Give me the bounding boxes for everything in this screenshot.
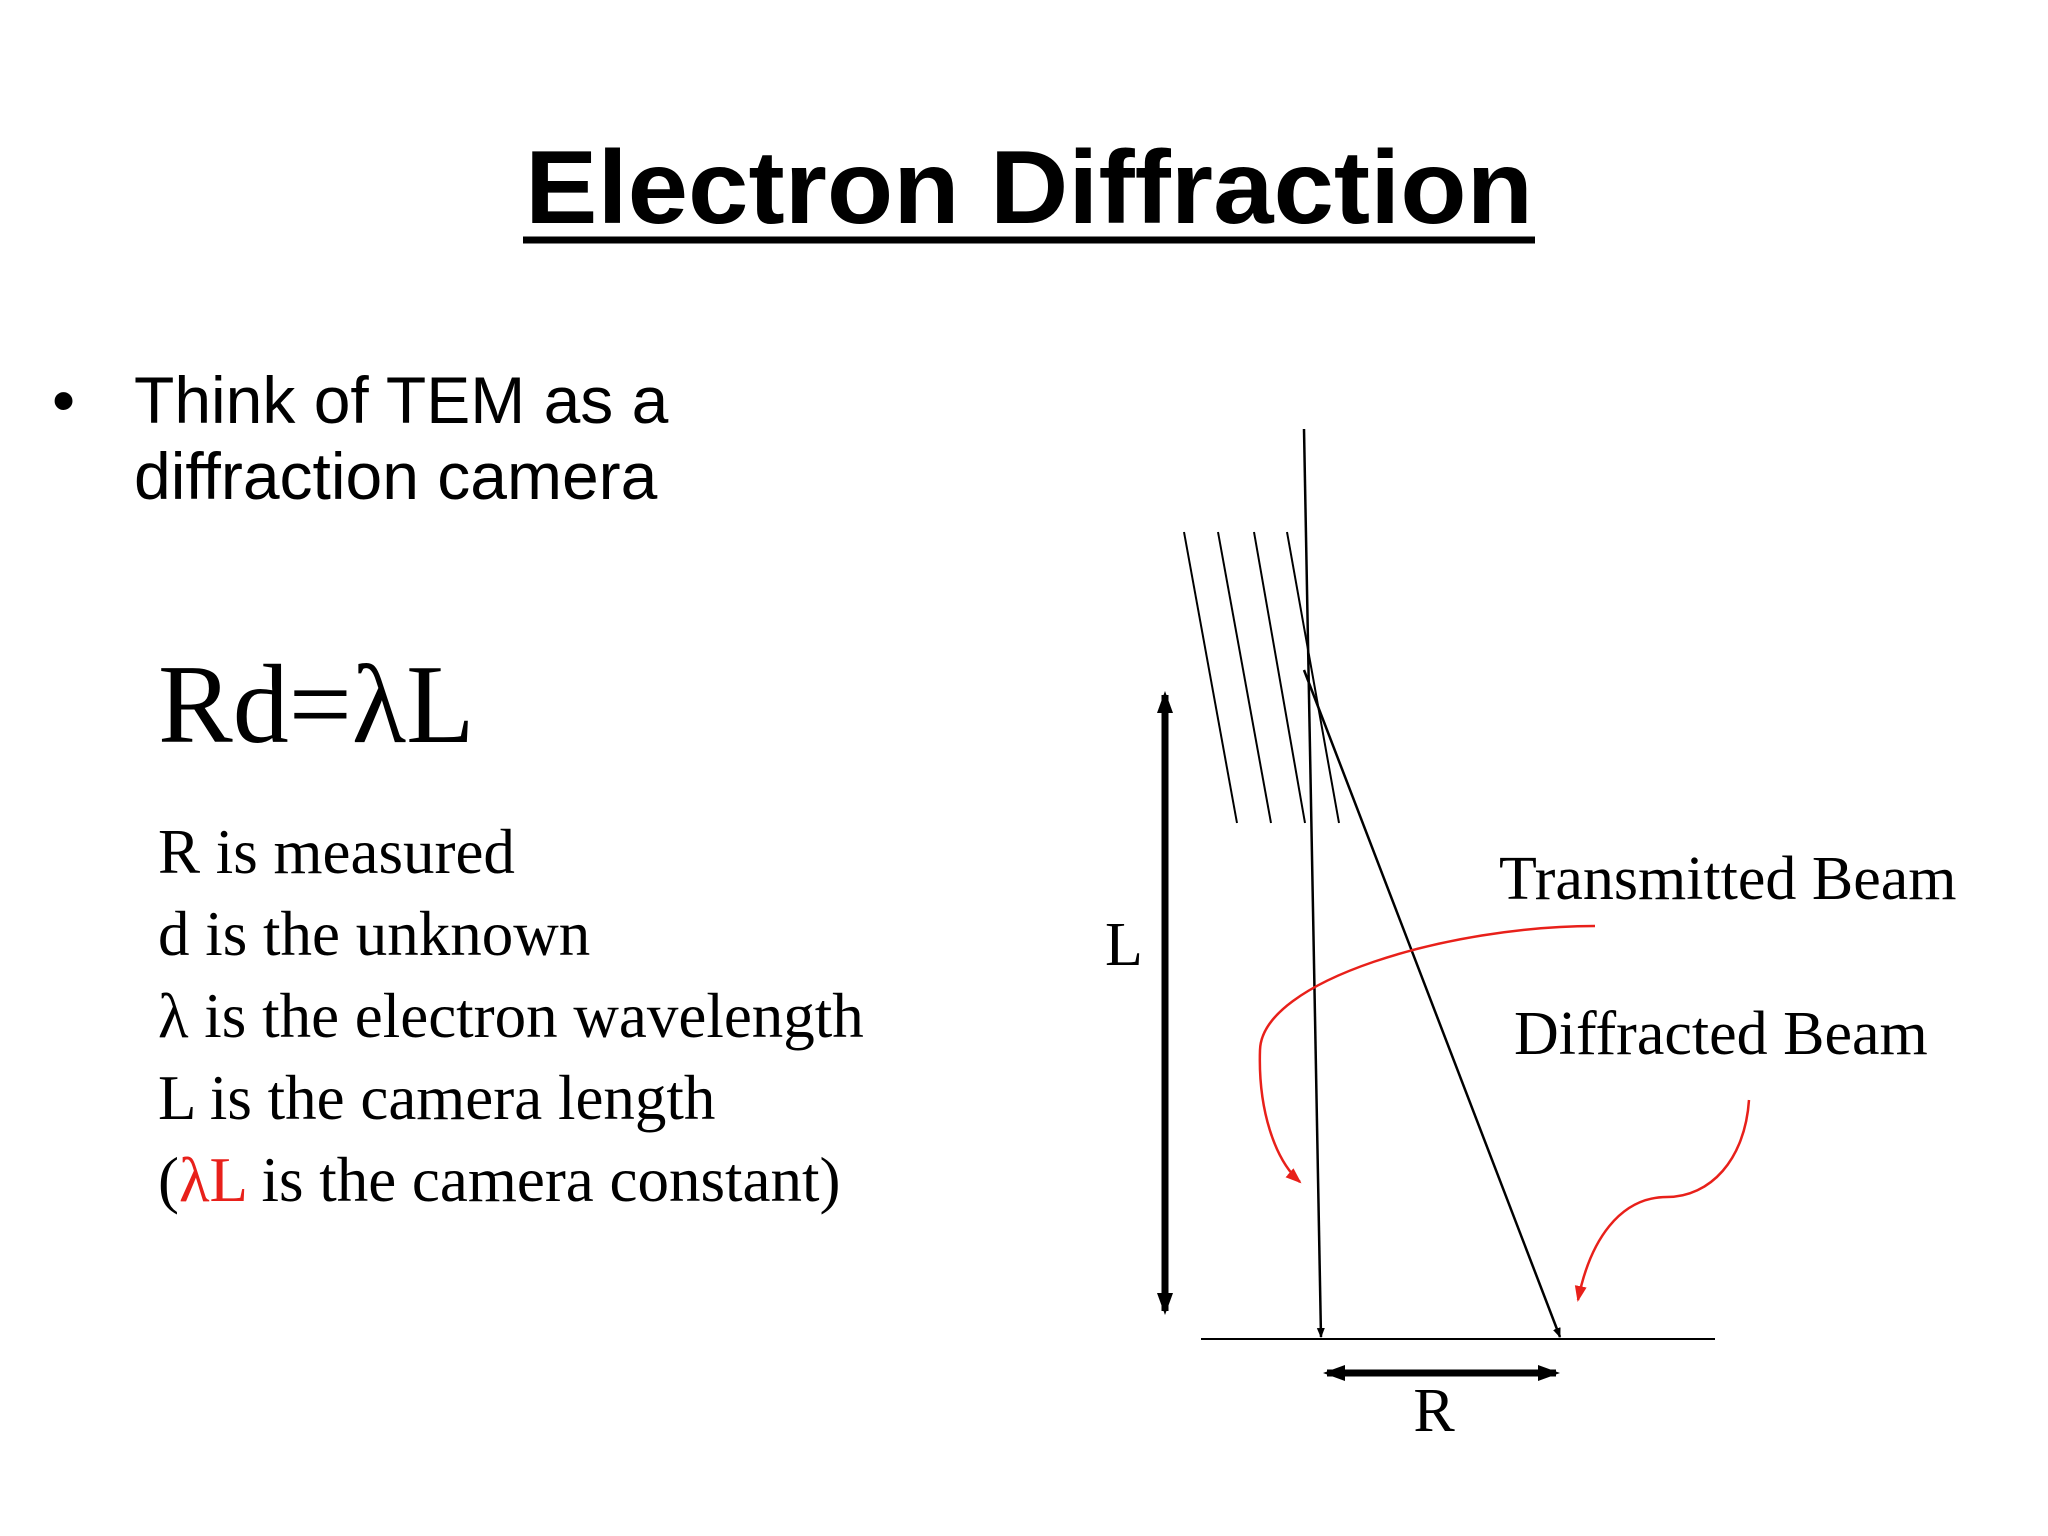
slide-title: Electron Diffraction	[525, 130, 1533, 246]
radius-label: R	[1413, 1377, 1455, 1445]
definition: λ is the electron wavelength	[158, 981, 864, 1051]
bullet-marker: •	[52, 363, 76, 437]
diffracted-beam	[1302, 669, 1562, 1338]
note: (λL is the camera constant)	[158, 1145, 840, 1215]
equation: Rd=λL	[158, 643, 475, 767]
definition: R is measured	[158, 817, 515, 887]
crystal-planes	[1183, 531, 1340, 824]
length-label: L	[1105, 911, 1143, 979]
transmitted-beam	[1302, 428, 1325, 1338]
note-open: (	[158, 1145, 179, 1215]
diffracted-pointer	[1574, 1099, 1751, 1302]
transmitted-label: Transmitted Beam	[1499, 845, 1957, 913]
note-highlight: λL	[179, 1145, 246, 1215]
definition: L is the camera length	[158, 1063, 715, 1133]
definition: d is the unknown	[158, 899, 590, 969]
note-rest: is the camera constant)	[246, 1145, 841, 1215]
transmitted-pointer	[1258, 924, 1596, 1184]
diffracted-label: Diffracted Beam	[1514, 1000, 1928, 1068]
bullet-text: Think of TEM as a diffraction camera	[134, 363, 669, 513]
